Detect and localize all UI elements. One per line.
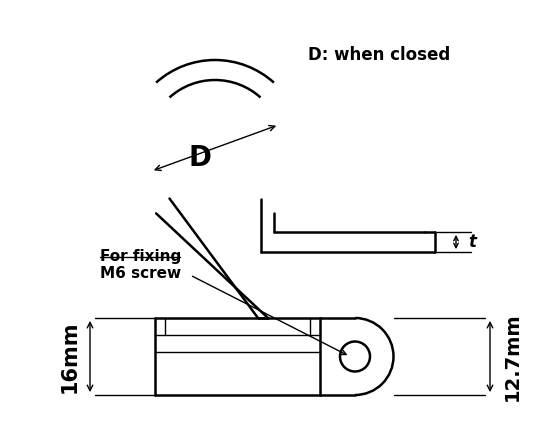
Text: 16mm: 16mm: [60, 320, 80, 393]
Text: For fixing
M6 screw: For fixing M6 screw: [100, 249, 182, 281]
Text: 12.7mm: 12.7mm: [503, 312, 521, 401]
Text: D: D: [189, 144, 212, 172]
Text: t: t: [468, 233, 476, 251]
Text: D: when closed: D: when closed: [308, 46, 450, 64]
